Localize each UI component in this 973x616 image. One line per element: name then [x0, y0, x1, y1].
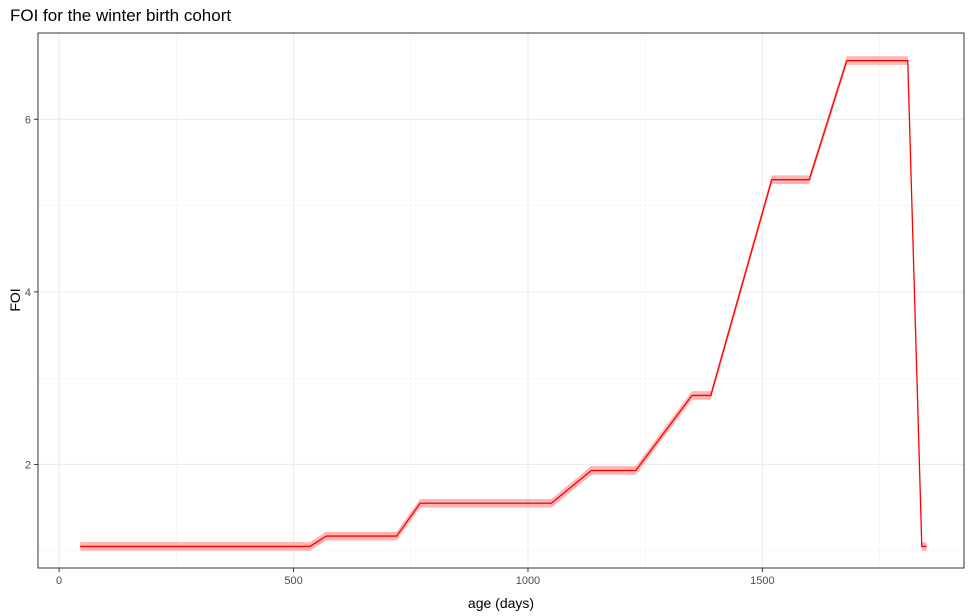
y-tick-label: 6 [25, 114, 31, 126]
y-tick-label: 2 [25, 459, 31, 471]
x-tick-label: 1000 [516, 575, 540, 587]
minor-gridlines [38, 33, 964, 568]
x-tick-label: 500 [284, 575, 302, 587]
chart-title: FOI for the winter birth cohort [10, 6, 232, 25]
x-tick-label: 1500 [750, 575, 774, 587]
y-axis-ticks: 2 4 6 [25, 114, 38, 471]
foi-line [80, 59, 927, 548]
y-axis-title: FOI [7, 288, 23, 311]
x-tick-label: 0 [56, 575, 62, 587]
x-axis-ticks: 0 500 1000 1500 [56, 568, 775, 587]
confidence-ribbon [80, 56, 927, 551]
y-tick-label: 4 [25, 287, 31, 299]
major-gridlines [38, 33, 964, 568]
x-axis-title: age (days) [468, 595, 534, 611]
panel-border [37, 32, 965, 569]
